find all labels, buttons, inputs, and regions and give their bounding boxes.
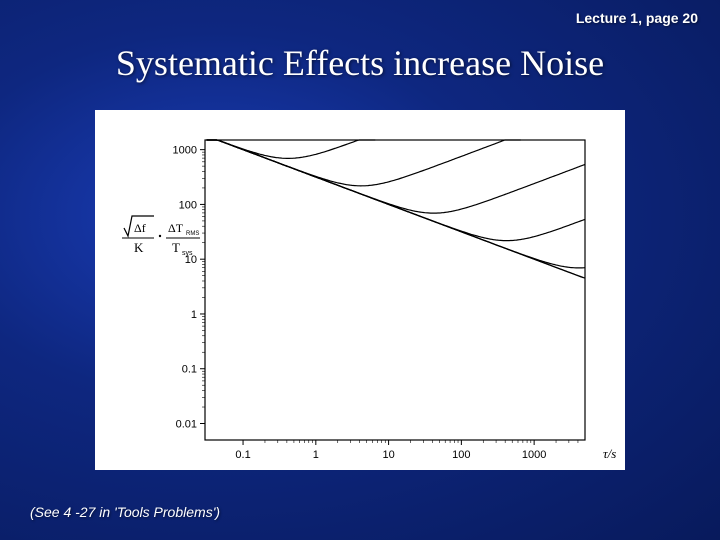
svg-text:ΔT: ΔT [168, 221, 184, 235]
svg-text:0.01: 0.01 [176, 419, 197, 431]
svg-text:T: T [172, 240, 180, 255]
svg-text:RMS: RMS [186, 231, 199, 237]
svg-text:1: 1 [313, 449, 319, 461]
page-header: Lecture 1, page 20 [576, 10, 698, 26]
svg-text:K: K [134, 240, 144, 255]
svg-text:0.1: 0.1 [182, 364, 197, 376]
svg-text:1: 1 [191, 309, 197, 321]
footer-reference: (See 4 -27 in 'Tools Problems') [30, 504, 220, 520]
noise-chart: 0.111010010000.010.11101001000τ/sΔfKΔTRM… [95, 110, 625, 470]
svg-text:1000: 1000 [522, 449, 546, 461]
svg-text:τ/s: τ/s [603, 446, 616, 461]
svg-text:sys: sys [182, 250, 193, 257]
svg-text:0.1: 0.1 [235, 449, 250, 461]
svg-text:1000: 1000 [173, 145, 197, 157]
svg-text:10: 10 [382, 449, 394, 461]
svg-text:100: 100 [179, 199, 197, 211]
svg-text:Δf: Δf [134, 221, 146, 235]
svg-text:100: 100 [452, 449, 470, 461]
slide-title: Systematic Effects increase Noise [0, 42, 720, 84]
